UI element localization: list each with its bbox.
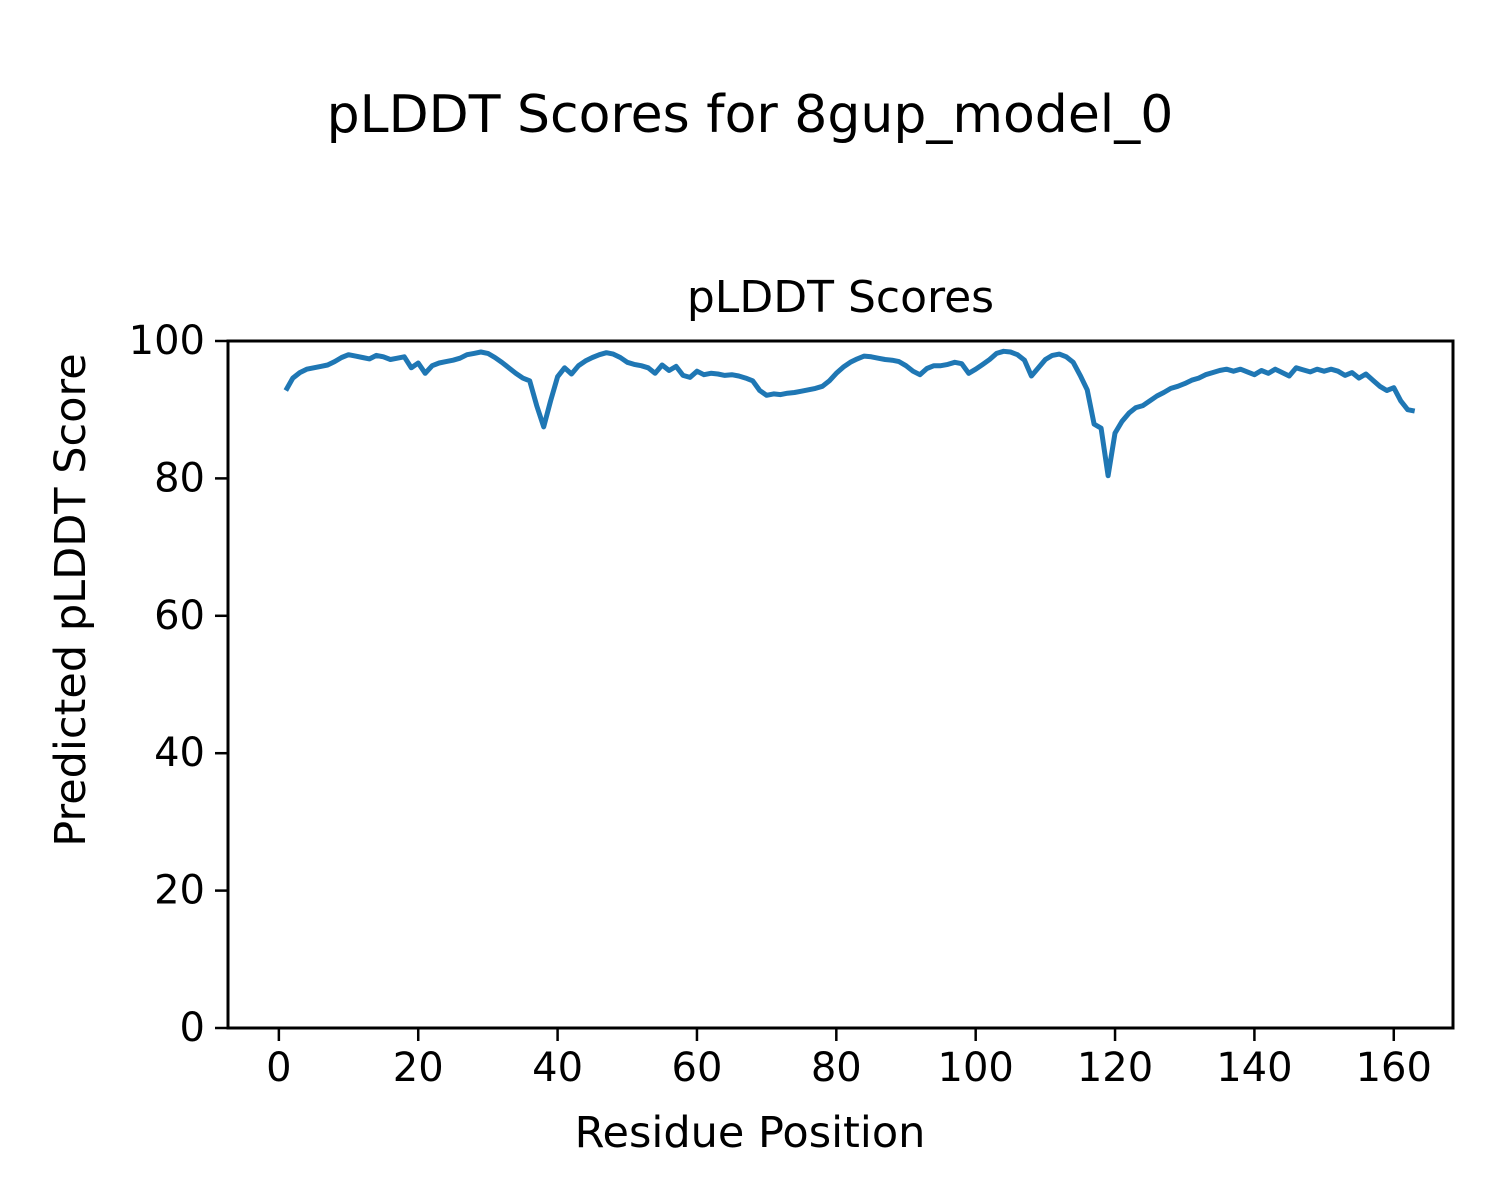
y-tick-label: 0 (180, 1005, 205, 1051)
axes-frame (226, 339, 1455, 1030)
x-tick-label: 140 (1216, 1045, 1292, 1091)
y-tick-label: 80 (154, 455, 205, 501)
x-tick-label: 100 (938, 1045, 1014, 1091)
plddt-line (283, 348, 1416, 479)
x-tick-label: 40 (532, 1045, 583, 1091)
axes-title: pLDDT Scores (686, 272, 995, 323)
figure-title: pLDDT Scores for 8gup_model_0 (326, 85, 1174, 145)
y-tick-label: 100 (129, 318, 205, 364)
y-tick-label: 60 (154, 593, 205, 639)
x-tick-label: 20 (393, 1045, 444, 1091)
x-tick-label: 160 (1356, 1045, 1432, 1091)
y-tick-label: 20 (154, 868, 205, 914)
x-tick-label: 60 (672, 1045, 723, 1091)
x-tick-label: 0 (266, 1045, 291, 1091)
x-tick-label: 80 (811, 1045, 862, 1091)
x-tick-label: 120 (1077, 1045, 1153, 1091)
y-tick-label: 40 (154, 730, 205, 776)
x-axis-label: Residue Position (574, 1108, 926, 1158)
